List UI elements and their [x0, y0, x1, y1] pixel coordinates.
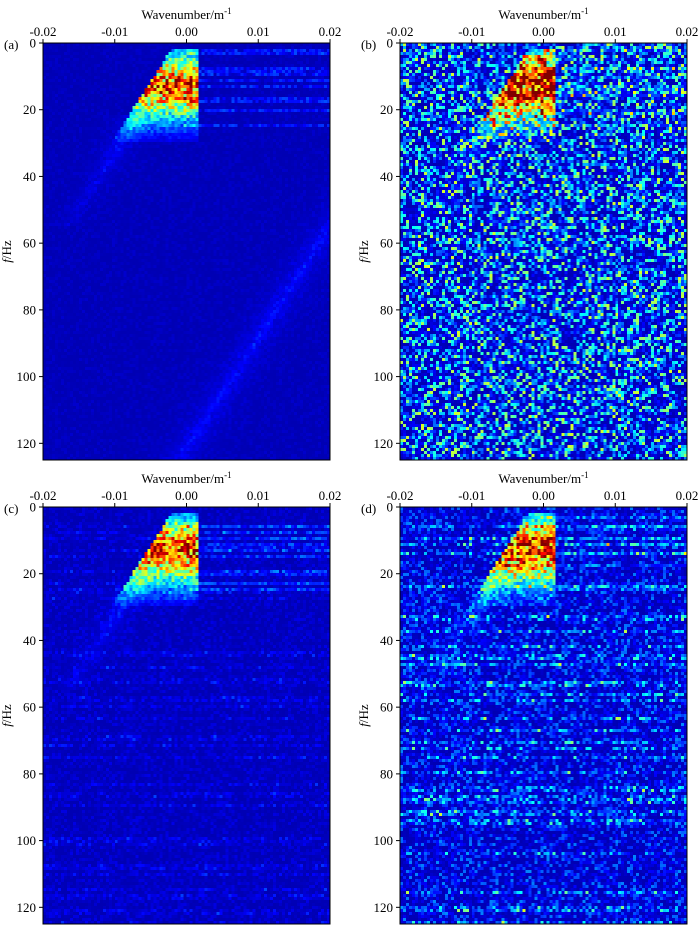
x-tick-label: 0.01	[604, 24, 627, 39]
x-axis-title-superscript: -1	[581, 470, 589, 480]
y-axis-title-unit: /Hz	[0, 240, 14, 259]
x-axis-title-superscript: -1	[581, 6, 589, 16]
spectrum-heatmap	[43, 507, 330, 924]
y-tick-label: 120	[374, 900, 394, 915]
x-tick-label: -0.01	[458, 488, 485, 503]
panel-label: (c)	[4, 501, 18, 516]
x-axis-title-superscript: -1	[224, 6, 232, 16]
y-tick-label: 0	[30, 500, 37, 515]
y-tick-label: 40	[380, 169, 393, 184]
x-tick-label: 0.01	[247, 488, 270, 503]
y-axis-title-unit: /Hz	[356, 704, 371, 723]
y-tick-label: 0	[387, 500, 394, 515]
x-tick-label: -0.01	[101, 488, 128, 503]
y-axis-title-unit: /Hz	[0, 704, 14, 723]
x-axis-title-text: Wavenumber/m	[498, 471, 581, 486]
y-tick-label: 20	[23, 102, 36, 117]
y-tick-label: 0	[30, 36, 37, 51]
y-tick-label: 20	[23, 566, 36, 581]
y-axis-title-symbol: f	[356, 257, 371, 263]
y-axis-title-symbol: f	[0, 721, 14, 727]
y-tick-label: 40	[23, 633, 36, 648]
x-tick-label: -0.02	[29, 24, 56, 39]
y-tick-label: 80	[380, 302, 393, 317]
y-axis-title: f/Hz	[356, 704, 371, 727]
x-tick-label: 0.02	[676, 24, 699, 39]
x-tick-label: -0.02	[29, 488, 56, 503]
panel-d: -0.02 -0.01 0.00 0.01 0.02 0 20 40 60 80 100 120 Wav…	[356, 470, 699, 925]
y-axis-title-unit: /Hz	[356, 240, 371, 259]
x-axis-title: Wavenumber/m-1	[498, 6, 588, 22]
x-tick-label: 0.00	[532, 24, 555, 39]
x-tick-label: -0.01	[101, 24, 128, 39]
x-axis-title: Wavenumber/m-1	[141, 470, 231, 486]
spectrum-heatmap	[400, 43, 687, 460]
y-tick-label: 20	[380, 566, 393, 581]
x-tick-label: 0.02	[319, 24, 342, 39]
x-axis-title-superscript: -1	[224, 470, 232, 480]
y-tick-label: 100	[374, 369, 394, 384]
panel-label: (a)	[4, 37, 18, 52]
x-tick-label: 0.01	[604, 488, 627, 503]
y-tick-label: 80	[23, 302, 36, 317]
y-tick-label: 100	[374, 833, 394, 848]
x-axis-title-text: Wavenumber/m	[141, 7, 224, 22]
x-axis-title-text: Wavenumber/m	[141, 471, 224, 486]
x-tick-label: 0.01	[247, 24, 270, 39]
panel-label: (d)	[361, 501, 376, 516]
y-tick-label: 120	[17, 900, 37, 915]
y-tick-label: 60	[23, 236, 36, 251]
y-tick-label: 100	[17, 833, 37, 848]
y-tick-label: 80	[23, 766, 36, 781]
x-axis-title: Wavenumber/m-1	[498, 470, 588, 486]
y-axis-title-symbol: f	[356, 721, 371, 727]
y-axis-title: f/Hz	[356, 240, 371, 263]
x-axis-title: Wavenumber/m-1	[141, 6, 231, 22]
panel-label: (b)	[361, 37, 376, 52]
x-tick-label: 0.00	[532, 488, 555, 503]
y-tick-label: 60	[380, 700, 393, 715]
panel-c: -0.02 -0.01 0.00 0.01 0.02 0 20 40 60 80 100 120 Wav…	[0, 470, 342, 925]
y-axis-title: f/Hz	[0, 704, 14, 727]
y-tick-label: 60	[380, 236, 393, 251]
x-tick-label: 0.00	[175, 24, 198, 39]
x-tick-label: -0.02	[386, 24, 413, 39]
y-tick-label: 120	[17, 436, 37, 451]
x-tick-label: 0.02	[676, 488, 699, 503]
spectrum-heatmap	[43, 43, 330, 460]
x-axis-title-text: Wavenumber/m	[498, 7, 581, 22]
y-axis-title-symbol: f	[0, 257, 14, 263]
y-tick-label: 60	[23, 700, 36, 715]
y-tick-label: 80	[380, 766, 393, 781]
y-tick-label: 0	[387, 36, 394, 51]
y-tick-label: 20	[380, 102, 393, 117]
y-tick-label: 120	[374, 436, 394, 451]
y-axis-title: f/Hz	[0, 240, 14, 263]
x-tick-label: 0.00	[175, 488, 198, 503]
x-tick-label: -0.02	[386, 488, 413, 503]
panel-a: -0.02 -0.01 0.00 0.01 0.02 0 20 40 60 80 100 120 Wav…	[0, 6, 342, 461]
spectrum-heatmap	[400, 507, 687, 924]
y-tick-label: 100	[17, 369, 37, 384]
panel-b: -0.02 -0.01 0.00 0.01 0.02 0 20 40 60 80 100 120 Wav…	[356, 6, 699, 461]
y-tick-label: 40	[380, 633, 393, 648]
y-tick-label: 40	[23, 169, 36, 184]
x-tick-label: -0.01	[458, 24, 485, 39]
x-tick-label: 0.02	[319, 488, 342, 503]
